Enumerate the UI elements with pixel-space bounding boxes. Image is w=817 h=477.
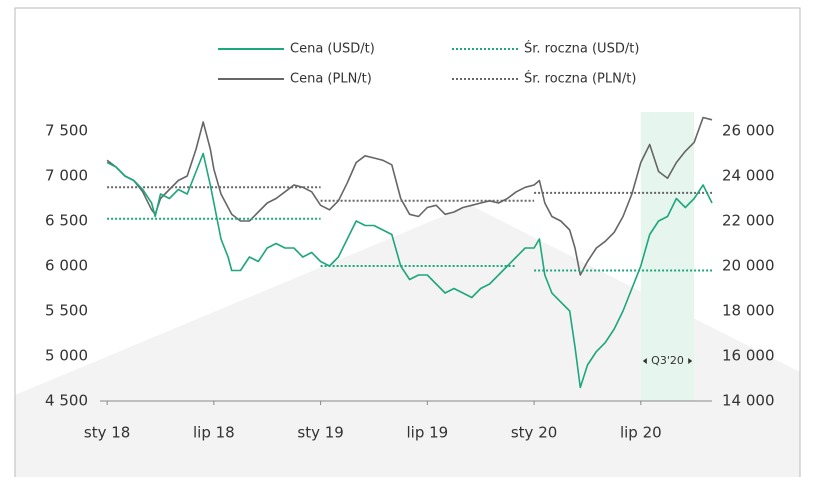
y2-tick-label: 14 000 [722, 392, 775, 410]
x-tick-label: lip 19 [406, 424, 448, 442]
y-tick-label: 7 500 [45, 122, 88, 140]
frame [14, 7, 801, 477]
y2-tick-label: 18 000 [722, 302, 775, 320]
legend: Cena (USD/t) Śr. roczna (USD/t) Cena (PLN/… [218, 41, 639, 87]
x-tick-label: sty 20 [511, 424, 557, 442]
legend-label: Cena (PLN/t) [290, 72, 372, 87]
y2-tick-label: 26 000 [722, 122, 775, 140]
x-tick-label: sty 19 [297, 424, 343, 442]
x-tick-label: lip 18 [193, 424, 235, 442]
annotation-label: Q3'20 [651, 354, 684, 367]
y-tick-label: 6 500 [45, 212, 88, 230]
average-line [107, 217, 712, 272]
y2-tick-label: 24 000 [722, 167, 775, 185]
legend-label: Śr. roczna (PLN/t) [524, 71, 636, 87]
legend-label: Śr. roczna (USD/t) [524, 41, 639, 57]
y2-tick-label: 22 000 [722, 212, 775, 230]
y-tick-label: 5 500 [45, 302, 88, 320]
y-tick-label: 4 500 [45, 392, 88, 410]
y2-tick-label: 20 000 [722, 257, 775, 275]
highlight-band [640, 112, 695, 401]
arrow-left [642, 358, 647, 364]
legend-label: Cena (USD/t) [290, 42, 375, 57]
x-tick-label: lip 20 [620, 424, 662, 442]
background-shape [15, 205, 800, 477]
y2-tick-label: 16 000 [722, 347, 775, 365]
x-tick-label: sty 18 [84, 424, 130, 442]
y-tick-label: 7 000 [45, 167, 88, 185]
price-line [106, 152, 713, 389]
average-line [107, 186, 712, 202]
y-tick-label: 6 000 [45, 257, 88, 275]
y-tick-label: 5 000 [45, 347, 88, 365]
arrow-right [688, 358, 693, 364]
price-line [106, 116, 713, 276]
